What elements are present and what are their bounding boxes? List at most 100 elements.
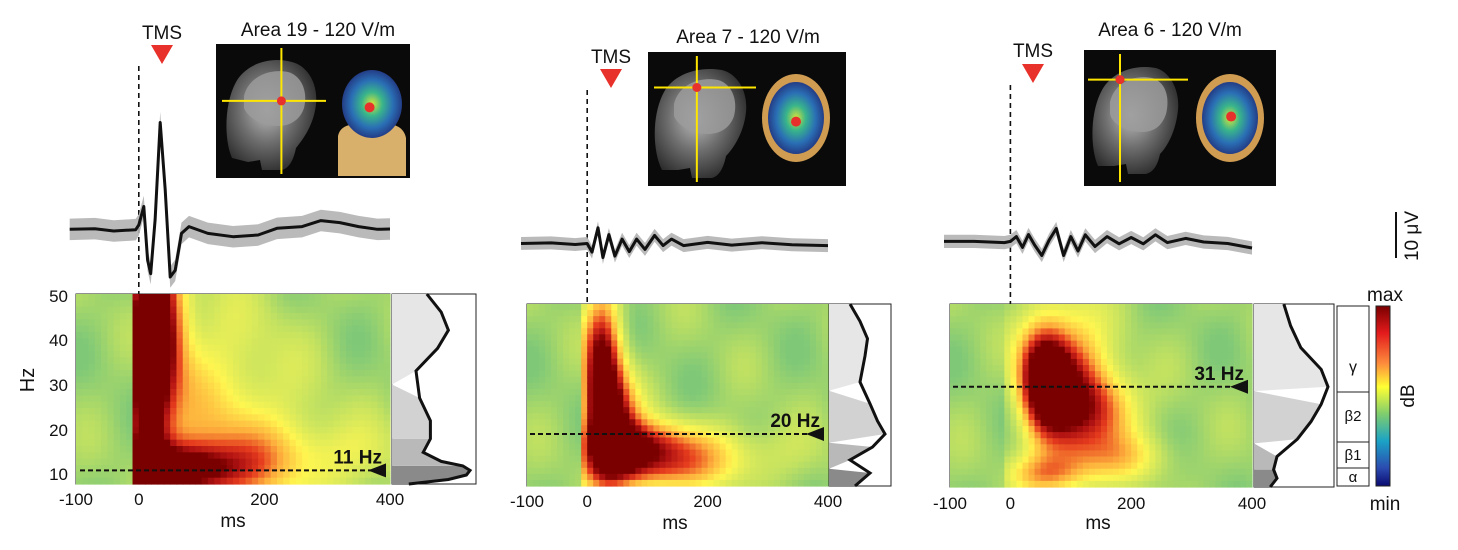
heatmap-cell [1227, 346, 1235, 354]
heatmap-cell [1034, 413, 1042, 421]
heatmap-cell [308, 351, 316, 358]
heatmap-cell [1143, 328, 1150, 336]
heatmap-cell [707, 479, 715, 487]
heatmap-cell [383, 313, 391, 320]
heatmap-cell [1179, 334, 1187, 342]
heatmap-cell [998, 328, 1005, 336]
heatmap-cell [145, 471, 152, 479]
spectrum-side-plot [391, 293, 477, 486]
heatmap-cell [671, 382, 679, 390]
heatmap-cell [1004, 462, 1011, 470]
heatmap-cell [815, 364, 823, 372]
heatmap-cell [126, 294, 134, 301]
heatmap-cell [761, 449, 769, 457]
heatmap-cell [551, 401, 558, 408]
heatmap-cell [157, 363, 165, 371]
heatmap-cell [308, 420, 316, 428]
heatmap-cell [119, 370, 127, 377]
heatmap-cell [151, 306, 159, 314]
heatmap-cell [635, 425, 642, 432]
heatmap-cell [94, 332, 102, 339]
heatmap-cell [145, 370, 152, 377]
heatmap-cell [302, 420, 309, 428]
heatmap-cell [276, 465, 284, 472]
heatmap-cell [383, 446, 391, 453]
heatmap-cell [719, 407, 727, 414]
heatmap-cell [1082, 480, 1090, 488]
heatmap-cell [767, 479, 775, 487]
heatmap-cell [283, 465, 291, 472]
heatmap-cell [743, 340, 751, 348]
heatmap-cell [1155, 419, 1162, 427]
heatmap-cell [749, 382, 757, 390]
heatmap-cell [352, 439, 360, 447]
heatmap-cell [1233, 304, 1241, 311]
heatmap-cell [1197, 346, 1205, 354]
heatmap-cell [1028, 352, 1036, 360]
heatmap-cell [974, 444, 981, 451]
heatmap-cell [245, 300, 253, 308]
heatmap-cell [1203, 426, 1211, 433]
heatmap-cell [653, 473, 661, 481]
heatmap-cell [314, 414, 322, 422]
heatmap-cell [557, 364, 564, 372]
heatmap-cell [283, 452, 291, 460]
heatmap-cell [725, 419, 733, 426]
heatmap-cell [138, 300, 146, 308]
heatmap-cell [545, 419, 552, 426]
heatmap-cell [809, 322, 817, 329]
heatmap-cell [1179, 407, 1187, 415]
heatmap-cell [107, 458, 115, 466]
heatmap-cell [593, 370, 600, 378]
heatmap-cell [1101, 383, 1108, 390]
heatmap-cell [76, 389, 83, 396]
heatmap-cell [1088, 413, 1096, 421]
heatmap-cell [731, 401, 739, 408]
heatmap-cell [617, 382, 624, 390]
heatmap-cell [1113, 328, 1120, 336]
heatmap-cell [539, 340, 546, 348]
heatmap-cell [119, 376, 127, 384]
heatmap-cell [1040, 419, 1048, 427]
heatmap-cell [701, 388, 709, 396]
heatmap-cell [527, 419, 534, 426]
heatmap-cell [737, 376, 745, 384]
heatmap-cell [956, 328, 963, 336]
heatmap-cell [302, 471, 309, 479]
heatmap-cell [1137, 322, 1144, 329]
heatmap-cell [113, 351, 121, 358]
heatmap-cell [968, 407, 975, 415]
heatmap-cell [1113, 316, 1120, 323]
heatmap-cell [132, 446, 140, 453]
heatmap-cell [719, 370, 727, 378]
heatmap-cell [1209, 316, 1217, 323]
heatmap-cell [1209, 413, 1217, 421]
heatmap-cell [719, 413, 727, 420]
heatmap-cell [1046, 426, 1054, 433]
heatmap-cell [289, 357, 297, 365]
heatmap-cell [88, 427, 96, 434]
heatmap-cell [809, 382, 817, 390]
spectrum-band-fill [1254, 443, 1277, 470]
heatmap-cell [773, 473, 781, 481]
heatmap-cell [737, 473, 745, 481]
heatmap-cell [327, 427, 335, 434]
heatmap-cell [327, 344, 335, 352]
heatmap-cell [1209, 322, 1217, 329]
heatmap-cell [1082, 395, 1090, 403]
heatmap-cell [533, 449, 540, 457]
heatmap-cell [974, 328, 981, 336]
heatmap-cell [176, 420, 184, 428]
heatmap-cell [773, 425, 781, 432]
heatmap-cell [986, 474, 993, 482]
heatmap-cell [950, 389, 957, 397]
heatmap-cell [270, 408, 278, 415]
heatmap-cell [1125, 377, 1132, 384]
heatmap-cell [170, 344, 178, 352]
heatmap-cell [364, 389, 372, 396]
heatmap-cell [575, 461, 582, 469]
heatmap-cell [707, 443, 715, 451]
heatmap-cell [346, 344, 353, 352]
heatmap-cell [1143, 377, 1150, 384]
heatmap-cell [533, 316, 540, 323]
